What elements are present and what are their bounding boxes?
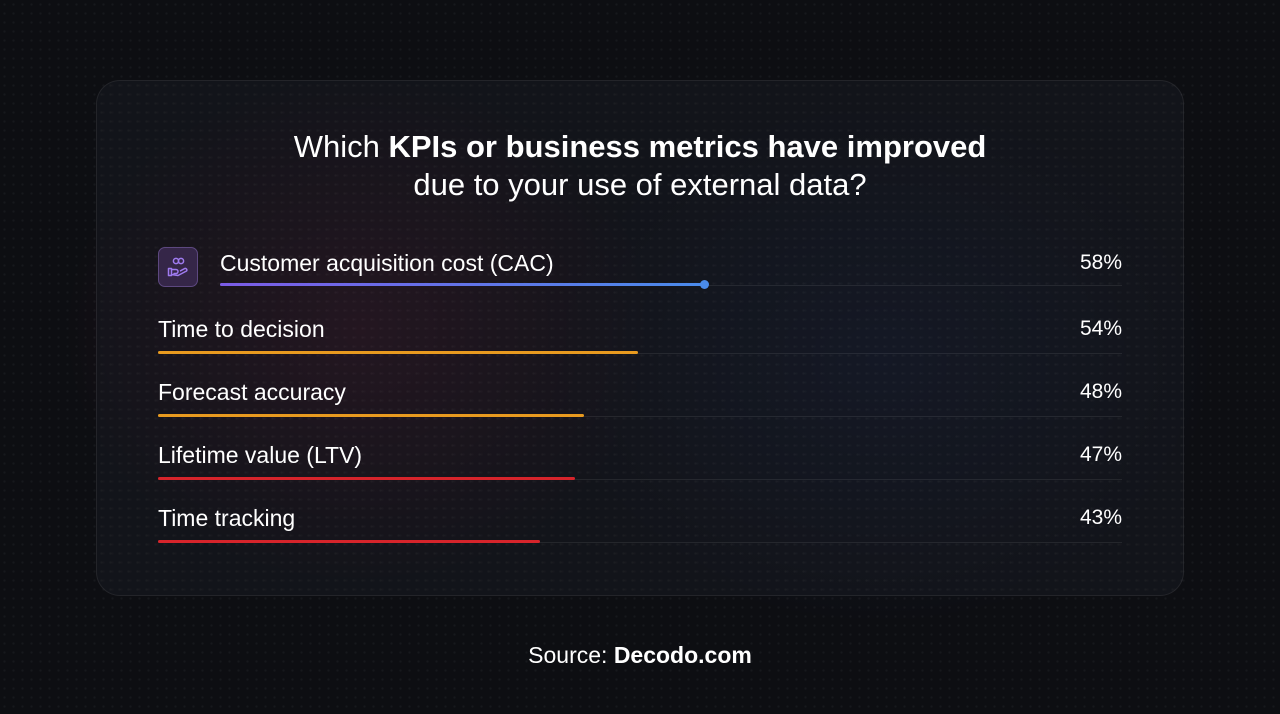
title-prefix: Which — [293, 129, 389, 164]
survey-card — [96, 80, 1184, 596]
bar-value-label: 54% — [1079, 317, 1122, 340]
bar-row: Forecast accuracy 48% — [158, 377, 1122, 417]
bar-value-label: 48% — [1079, 380, 1122, 403]
bar-track — [158, 353, 1122, 354]
chart-title: Which KPIs or business metrics have impr… — [0, 128, 1280, 204]
title-emphasis: KPIs or business metrics have improved — [388, 129, 987, 164]
bar — [220, 283, 705, 286]
bar-label: Time to decision — [158, 316, 325, 342]
source-credit: Source: Decodo.com — [0, 640, 1280, 670]
bar-row: Lifetime value (LTV) 47% — [158, 440, 1122, 480]
source-prefix: Source: — [528, 642, 614, 668]
bar — [158, 414, 584, 417]
bar-track — [158, 479, 1122, 480]
bar-value-label: 58% — [1079, 251, 1122, 274]
bar-row: Time to decision 54% — [158, 314, 1122, 354]
hand-holding-people-icon — [158, 247, 198, 287]
bar-value-label: 43% — [1079, 506, 1122, 529]
bar — [158, 540, 540, 543]
bar-row: Time tracking 43% — [158, 503, 1122, 543]
bar — [158, 351, 638, 354]
bar-label: Lifetime value (LTV) — [158, 442, 363, 468]
title-line-1: Which KPIs or business metrics have impr… — [0, 128, 1280, 166]
bar-end-dot — [700, 280, 709, 289]
bar-value-label: 47% — [1079, 443, 1122, 466]
bar — [158, 477, 575, 480]
source-brand: Decodo.com — [613, 642, 752, 668]
bar-label: Time tracking — [158, 505, 296, 531]
bar-track — [158, 542, 1122, 543]
bar-label: Forecast accuracy — [158, 379, 346, 405]
title-line-2: due to your use of external data? — [413, 167, 867, 202]
bar-label: Customer acquisition cost (CAC) — [220, 250, 554, 276]
bar-row: Customer acquisition cost (CAC) 58% — [158, 248, 1122, 289]
bar-track — [158, 416, 1122, 417]
